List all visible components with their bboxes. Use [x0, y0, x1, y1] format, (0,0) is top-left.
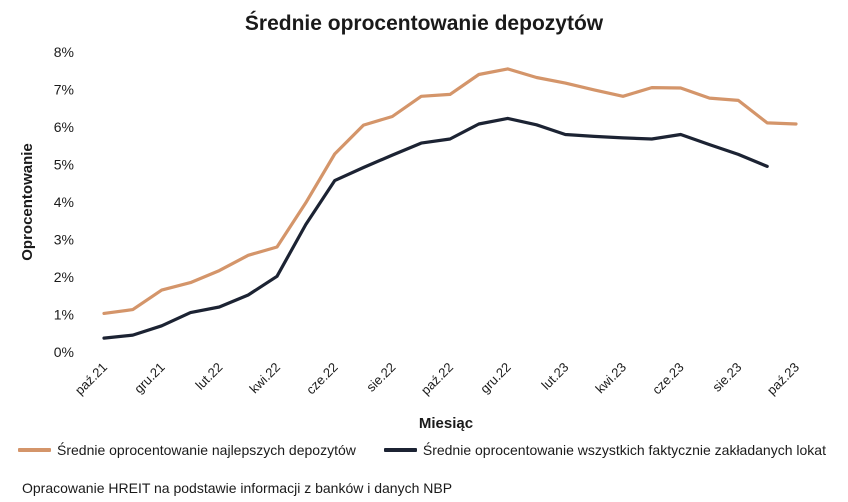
x-tick-label: paź.23 [764, 360, 802, 398]
legend-item-best-deposits: Średnie oprocentowanie najlepszych depoz… [18, 442, 356, 458]
x-tick-label: lut.22 [192, 360, 225, 393]
legend-swatch-all-deposits [383, 448, 417, 452]
y-tick-label: 8% [54, 44, 74, 60]
x-tick-label: sie.23 [709, 360, 744, 395]
legend-item-all-deposits: Średnie oprocentowanie wszystkich faktyc… [383, 442, 826, 458]
y-tick-label: 4% [54, 194, 74, 210]
y-tick-label: 0% [54, 344, 74, 360]
y-tick-label: 7% [54, 82, 74, 98]
x-tick-label: gru.21 [131, 360, 168, 397]
x-tick-label: kwi.23 [592, 360, 629, 397]
y-tick-label: 3% [54, 232, 74, 248]
legend-label-best-deposits: Średnie oprocentowanie najlepszych depoz… [57, 442, 356, 458]
x-tick-label: kwi.22 [246, 360, 283, 397]
x-tick-label: paź.21 [72, 360, 110, 398]
legend-swatch-best-deposits [18, 448, 51, 452]
x-tick-label: cze.22 [303, 360, 341, 398]
x-tick-label: paź.22 [418, 360, 456, 398]
legend: Średnie oprocentowanie najlepszych depoz… [18, 442, 848, 458]
y-tick-label: 1% [54, 307, 74, 323]
line-chart: 0% 1% 2% 3% 4% 5% 6% 7% 8% paź.21 gru.21 lut.22 kwi.… [19, 44, 802, 432]
y-tick-label: 6% [54, 119, 74, 135]
chart-title: Średnie oprocentowanie depozytów [244, 12, 604, 35]
x-tick-label: gru.22 [477, 360, 514, 397]
y-axis-title: Oprocentowanie [19, 143, 36, 261]
y-tick-label: 5% [54, 157, 74, 173]
series-line-0 [102, 67, 798, 315]
source-note: Opracowanie HREIT na podstawie informacj… [22, 480, 453, 496]
x-tick-label: cze.23 [649, 360, 687, 398]
legend-label-all-deposits: Średnie oprocentowanie wszystkich faktyc… [422, 442, 826, 458]
series-line-1 [102, 116, 769, 340]
x-tick-label: lut.23 [538, 360, 571, 393]
x-axis-title: Miesiąc [419, 415, 473, 432]
x-tick-label: sie.22 [363, 360, 398, 395]
y-tick-label: 2% [54, 269, 74, 285]
